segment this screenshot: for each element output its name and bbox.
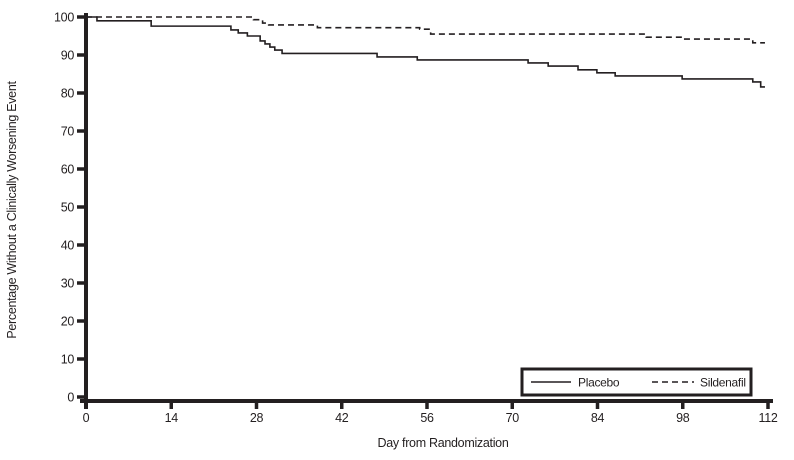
y-axis-title: Percentage Without a Clinically Worsenin…	[5, 81, 19, 339]
y-tick-label: 0	[67, 391, 74, 405]
x-tick-label: 0	[83, 411, 90, 425]
axes	[80, 13, 773, 409]
sildenafil-curve	[86, 16, 765, 44]
x-tick-label: 84	[591, 411, 605, 425]
x-tick-label: 42	[335, 411, 349, 425]
y-tick-label: 40	[61, 239, 75, 253]
y-tick-label: 80	[61, 87, 75, 101]
curves	[86, 16, 765, 88]
placebo-curve	[86, 16, 765, 88]
y-tick-label: 90	[61, 49, 75, 63]
y-tick-label: 50	[61, 201, 75, 215]
x-tick-label: 70	[506, 411, 520, 425]
y-tick-label: 10	[61, 353, 75, 367]
legend-label-sildenafil: Sildenafil	[700, 376, 746, 390]
legend-label-placebo: Placebo	[578, 376, 620, 390]
axis-ticks: 0 14 28 42 56 70 84 98 112 0 10 20 30 40 50 60 70 80 90 100	[54, 11, 778, 426]
x-tick-label: 14	[165, 411, 179, 425]
y-tick-label: 70	[61, 125, 75, 139]
y-tick-label: 100	[54, 11, 74, 25]
y-tick-label: 30	[61, 277, 75, 291]
y-tick-label: 60	[61, 163, 75, 177]
x-tick-label: 98	[676, 411, 690, 425]
legend: Placebo Sildenafil	[520, 367, 753, 397]
x-tick-label: 112	[758, 411, 777, 425]
x-axis-title: Day from Randomization	[378, 436, 509, 450]
x-tick-label: 56	[420, 411, 434, 425]
legend-box	[520, 367, 753, 397]
y-tick-label: 20	[61, 315, 75, 329]
x-tick-label: 28	[250, 411, 264, 425]
